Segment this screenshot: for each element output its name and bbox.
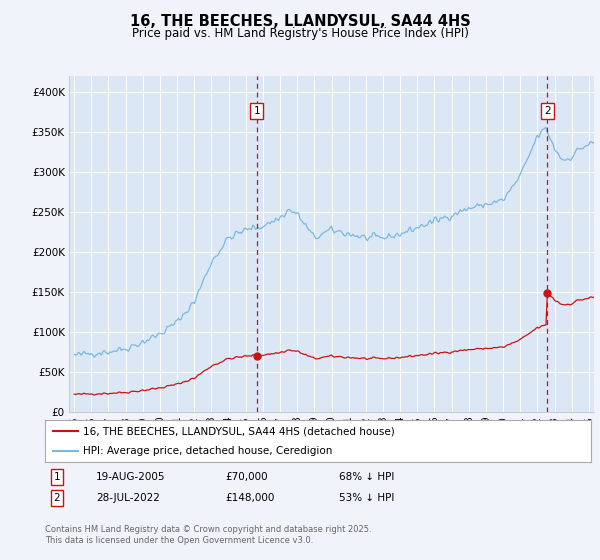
Text: Contains HM Land Registry data © Crown copyright and database right 2025.
This d: Contains HM Land Registry data © Crown c…	[45, 525, 371, 545]
Text: 28-JUL-2022: 28-JUL-2022	[96, 493, 160, 503]
Text: 53% ↓ HPI: 53% ↓ HPI	[339, 493, 394, 503]
Text: 2: 2	[53, 493, 61, 503]
Text: 2: 2	[544, 106, 551, 116]
Text: 1: 1	[253, 106, 260, 116]
Text: 16, THE BEECHES, LLANDYSUL, SA44 4HS (detached house): 16, THE BEECHES, LLANDYSUL, SA44 4HS (de…	[83, 426, 395, 436]
Text: Price paid vs. HM Land Registry's House Price Index (HPI): Price paid vs. HM Land Registry's House …	[131, 27, 469, 40]
Text: £148,000: £148,000	[225, 493, 274, 503]
Text: HPI: Average price, detached house, Ceredigion: HPI: Average price, detached house, Cere…	[83, 446, 332, 456]
Text: 68% ↓ HPI: 68% ↓ HPI	[339, 472, 394, 482]
Text: 16, THE BEECHES, LLANDYSUL, SA44 4HS: 16, THE BEECHES, LLANDYSUL, SA44 4HS	[130, 14, 470, 29]
Text: 19-AUG-2005: 19-AUG-2005	[96, 472, 166, 482]
Text: 1: 1	[53, 472, 61, 482]
Text: £70,000: £70,000	[225, 472, 268, 482]
